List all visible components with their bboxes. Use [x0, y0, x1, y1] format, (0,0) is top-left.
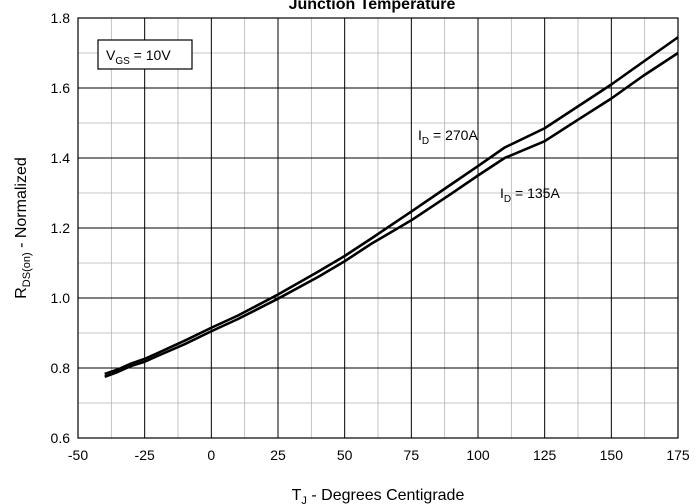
series-line-id-135a: [104, 51, 679, 378]
y-tick-label: 0.8: [51, 360, 71, 376]
series-layer: [104, 36, 679, 378]
x-axis-title: TJ - Degrees Centigrade: [292, 487, 465, 504]
x-tick-label: 25: [270, 447, 286, 463]
vgs-annotation-label: VGS = 10V: [106, 47, 171, 67]
x-tick-label: 175: [666, 447, 690, 463]
y-tick-label: 1.0: [51, 290, 71, 306]
x-tick-label: 0: [207, 447, 215, 463]
x-tick-label: 150: [600, 447, 624, 463]
y-tick-label: 1.8: [51, 10, 71, 26]
chart-title: Junction Temperature: [289, 0, 456, 13]
x-tick-label: -25: [135, 447, 155, 463]
y-axis-title: RDS(on) - Normalized: [13, 157, 33, 299]
series-line-id-270a: [104, 36, 679, 376]
vgs-annotation-box: [97, 39, 193, 70]
y-tick-label: 1.6: [51, 80, 71, 96]
x-tick-label: 125: [533, 447, 557, 463]
series-label-id-270a: ID = 270A: [418, 127, 478, 147]
x-tick-label: 50: [337, 447, 353, 463]
y-tick-labels: 0.6 0.8 1.0 1.2 1.4 1.6 1.8: [51, 10, 71, 446]
vgs-annotation: VGS = 10V: [97, 39, 193, 70]
x-tick-labels: -50 -25 0 25 50 75 100 125 150 175: [68, 447, 690, 463]
x-tick-label: 100: [466, 447, 490, 463]
y-tick-label: 1.4: [51, 150, 71, 166]
x-tick-label: -50: [68, 447, 88, 463]
series-label-id-135a: ID = 135A: [500, 185, 560, 205]
plot-frame: [77, 17, 679, 439]
y-tick-label: 1.2: [51, 220, 71, 236]
x-tick-label: 75: [404, 447, 420, 463]
y-tick-label: 0.6: [51, 430, 71, 446]
